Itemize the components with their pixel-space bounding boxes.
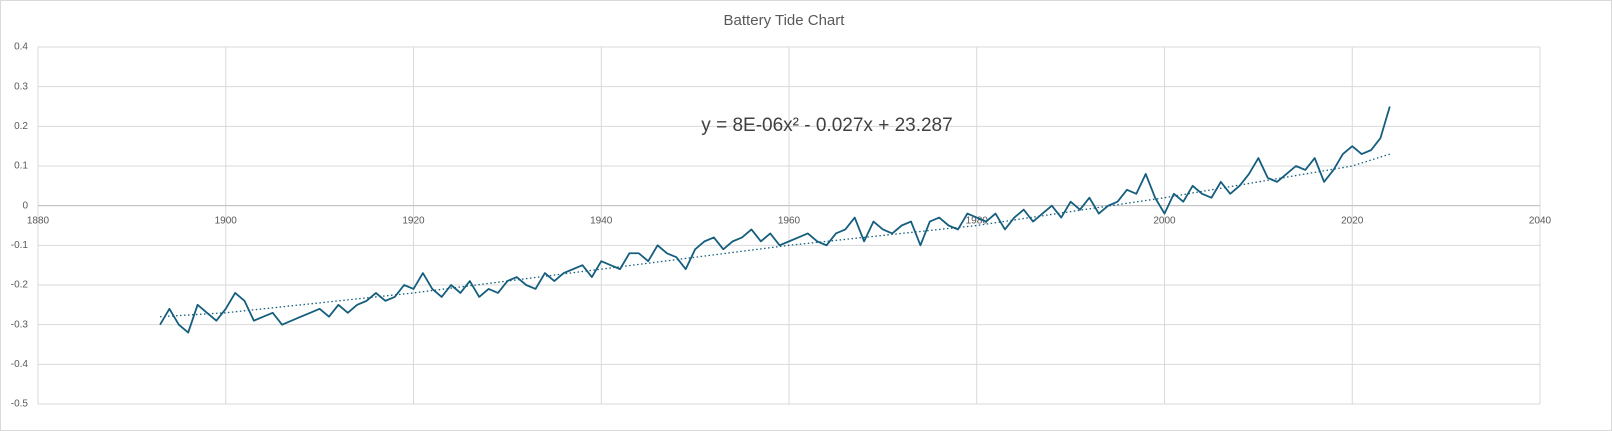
plot [159, 106, 1391, 334]
x-tick-label: 1980 [966, 215, 989, 226]
x-tick-label: 2020 [1341, 215, 1364, 226]
trendline-equation: y = 8E-06x² - 0.027x + 23.287 [701, 115, 952, 136]
y-tick-label: 0.1 [14, 161, 28, 172]
data-line [159, 106, 1391, 334]
y-tick-label: -0.5 [11, 399, 29, 410]
y-tick-label: -0.3 [11, 319, 29, 330]
y-tick-label: -0.2 [11, 280, 29, 291]
x-tick-label: 2000 [1153, 215, 1176, 226]
x-tick-label: 1880 [27, 215, 50, 226]
x-tick-label: 2040 [1529, 215, 1552, 226]
x-tick-label: 1900 [215, 215, 238, 226]
chart-title: Battery Tide Chart [724, 12, 846, 29]
y-tick-label: -0.4 [11, 359, 29, 370]
trendline [160, 153, 1390, 318]
y-tick-label: 0 [22, 200, 28, 211]
y-tick-label: 0.3 [14, 81, 28, 92]
x-tick-label: 1920 [402, 215, 425, 226]
y-tick-label: 0.2 [14, 121, 28, 132]
y-tick-label: 0.4 [14, 42, 28, 53]
x-tick-label: 1960 [778, 215, 801, 226]
x-tick-label: 1940 [590, 215, 613, 226]
y-tick-label: -0.1 [11, 240, 29, 251]
grid: 0.4 0.3 0.2 0.1 0 -0.1 -0.2 -0.3 -0.4 -0.5 1880 190… [11, 42, 1552, 410]
